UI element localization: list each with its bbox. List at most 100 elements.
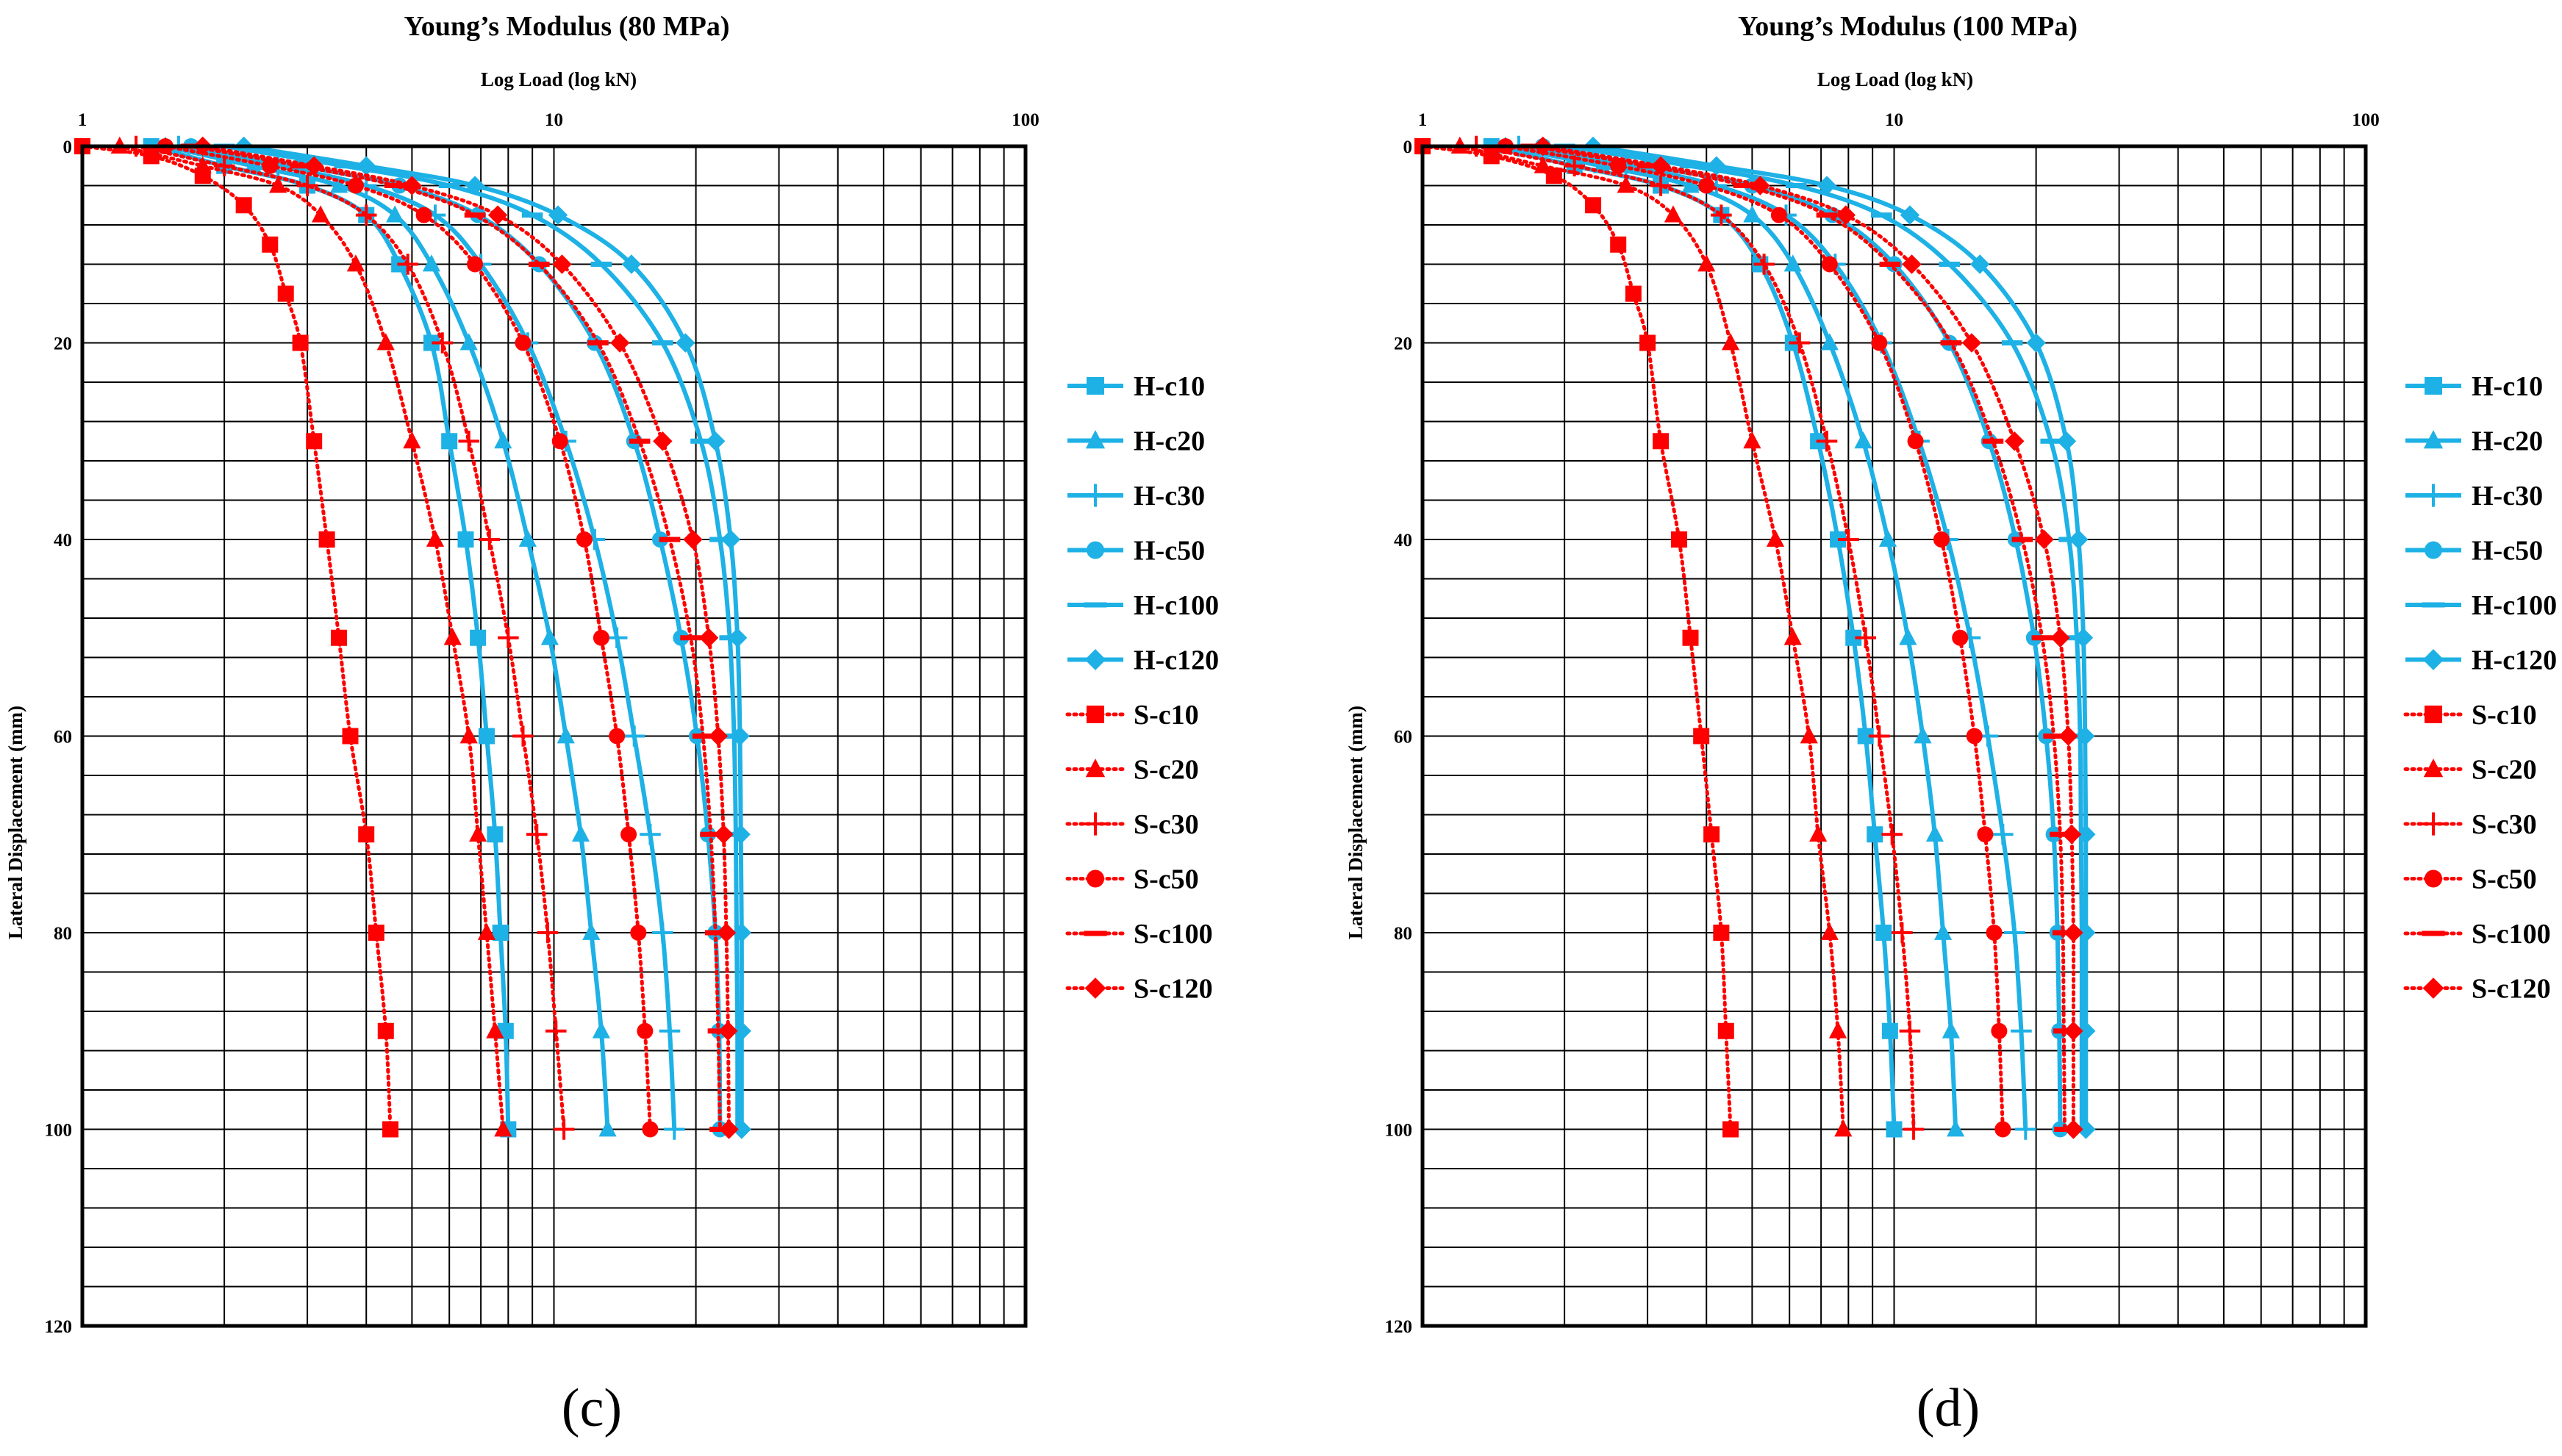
data-point [720,529,741,550]
data-point [552,254,572,274]
y-tick-label: 20 [1394,334,1412,354]
data-point [457,531,474,548]
data-point [551,433,568,450]
data-point [2052,930,2074,936]
y-tick-label: 100 [45,1121,73,1141]
data-point [1681,176,1700,193]
legend-label: S-c120 [2472,974,2551,1005]
data-point [304,156,324,176]
data-point [2076,922,2096,943]
data-point [1986,925,2003,941]
data-point [477,922,496,940]
legend-label: S-c10 [1134,700,1199,731]
data-point [1671,531,1688,548]
data-point [587,340,609,345]
legend-item: S-c120 [1065,974,1213,1005]
data-point [1753,254,1775,275]
data-point [487,205,508,225]
series-H-c20 [156,136,617,1137]
data-point [1836,205,1856,225]
legend-swatch-marker [1087,541,1104,559]
data-point [1713,925,1730,941]
data-point [382,1121,399,1138]
chart-title: Young’s Modulus (100 MPa) [1738,11,2078,42]
data-point [515,334,532,351]
data-point [1933,531,1950,548]
x-tick-label: 100 [1012,110,1040,130]
data-point [1585,197,1602,214]
chart-panel-c: Young’s Modulus (80 MPa) Log Load (log k… [4,11,1219,1438]
data-point [1809,825,1828,842]
data-point [432,332,454,354]
data-point [2031,635,2053,641]
data-point [465,176,485,196]
series-H-c50 [1534,138,2069,1138]
data-point [1886,1121,1903,1138]
y-axis-label: Lateral Displacement (mm) [1345,706,1367,939]
data-point [1783,254,1802,272]
data-point [342,728,359,745]
legend-swatch-marker [1087,706,1104,723]
series-line [1542,144,2063,1130]
data-point [357,156,376,176]
x-tick-label: 10 [545,110,563,130]
legend-swatch-marker [2425,377,2442,395]
legend-label: S-c20 [1134,755,1199,786]
legend-label: S-c100 [2472,919,2551,950]
data-point [1855,627,1876,649]
legend-swatch-marker [1084,602,1107,608]
data-point [623,725,645,747]
series-line [1518,144,2028,1130]
data-point [1992,823,2014,845]
data-point [1828,1021,1847,1039]
legend-item: S-c100 [1065,919,1213,950]
data-point [1914,726,1932,744]
data-point [676,333,695,353]
data-point [2076,825,2096,844]
series-line [1420,144,1733,1131]
data-point [1564,155,1585,177]
data-point [1820,333,1839,351]
legend-item: S-c10 [2403,700,2537,731]
series-S-c100 [180,143,731,1132]
data-point [277,285,294,302]
data-point [637,1022,654,1039]
data-point [1770,207,1787,223]
x-axis-label: Log Load (log kN) [481,68,637,90]
data-point [1650,175,1672,196]
x-tick-label: 10 [1885,110,1903,130]
data-point [1610,236,1627,253]
data-point [1900,205,1920,225]
legend-item: H-c30 [1067,481,1205,512]
data-point [384,183,406,188]
series-line [1503,144,2005,1131]
data-point [640,823,661,845]
data-point [2073,628,2094,648]
data-point [629,438,651,444]
data-point [2003,922,2025,944]
data-point [700,831,722,837]
data-point [1881,1022,1898,1039]
data-point [368,925,384,941]
legend-item: H-c10 [1067,371,1205,402]
data-point [1789,332,1811,354]
data-point [292,334,309,351]
legend-item: S-c50 [1065,864,1199,895]
data-point [652,340,673,345]
data-point [459,726,478,744]
gridlines [82,146,1026,1327]
data-point [1903,1119,1925,1140]
data-point [1743,205,1761,223]
tick-labels: 1 10 100 0 20 40 60 80 100 120 [45,110,1040,1337]
legend-swatch-marker [1084,978,1106,999]
legend: H-c10 H-c20 H-c30 H-c50 H-c100 H-c120 S-c10 S-c… [2403,371,2557,1005]
legend-swatch-marker [2422,602,2445,608]
data-point [441,433,458,450]
data-point [1800,726,1818,744]
data-point [347,177,364,194]
legend-item: S-c50 [2403,864,2537,895]
data-point [593,629,609,646]
data-point [467,256,484,273]
data-point [1625,285,1642,302]
